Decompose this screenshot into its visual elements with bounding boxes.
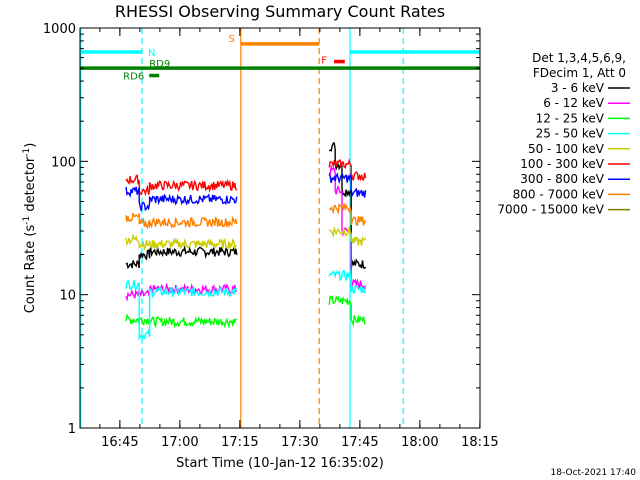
y-axis-label-part3: ) <box>23 143 38 148</box>
legend-label-7000-15000-kev: 7000 - 15000 keV <box>497 203 604 217</box>
x-axis-label: Start Time (10-Jan-12 16:35:02) <box>176 456 384 471</box>
series-line-100-300-kev-3 <box>125 174 238 197</box>
y-tick-label-100: 100 <box>51 155 76 170</box>
legend-label-100-300-kev: 100 - 300 keV <box>520 157 604 171</box>
chart-title: RHESSI Observing Summary Count Rates <box>115 2 445 21</box>
x-tick-label-18-00: 18:00 <box>401 435 438 450</box>
series-line-50-100-kev-5 <box>328 225 367 246</box>
flag-label-rd6: RD6 <box>123 72 144 83</box>
legend-label-800-7000-kev: 800 - 7000 keV <box>513 187 605 201</box>
y-tick-label-1: 1 <box>68 422 76 437</box>
series-line-50-100-kev-3 <box>125 233 238 252</box>
x-tick-label-17-45: 17:45 <box>341 435 378 450</box>
series-line-25-50-kev-5 <box>328 268 367 294</box>
legend-header-2: FDecim 1, Att 0 <box>533 66 626 80</box>
flag-label-f: F <box>321 56 327 67</box>
series-line-12-25-kev-2 <box>125 313 238 329</box>
series-line-6-12-kev-6 <box>328 164 367 291</box>
series-line-25-50-kev-3 <box>125 279 238 342</box>
series-line-800-7000-kev-3 <box>125 212 238 230</box>
x-tick-label-17-30: 17:30 <box>281 435 318 450</box>
plot-frame <box>79 27 481 429</box>
x-tick-label-17-00: 17:00 <box>161 435 198 450</box>
flag-label-s: S <box>228 34 234 45</box>
axes-layer: 16:45 17:00 17:15 17:30 17:45 18:00 18:15 1 10 10… <box>43 22 499 450</box>
y-axis-label-part1: Count Rate (s <box>23 225 38 314</box>
legend-label-25-50-kev: 25 - 50 keV <box>536 127 605 141</box>
series-line-100-300-kev-5 <box>328 158 367 182</box>
x-tick-label-17-15: 17:15 <box>221 435 258 450</box>
x-tick-label-18-15: 18:15 <box>461 435 498 450</box>
series-line-3-6-kev-7 <box>328 142 367 269</box>
data-layer: N S F RD9 RD6 <box>80 28 480 428</box>
y-tick-label-10: 10 <box>59 289 76 304</box>
x-tick-label-16-45: 16:45 <box>101 435 138 450</box>
legend-label-6-12-kev: 6 - 12 keV <box>543 96 605 110</box>
legend-label-12-25-kev: 12 - 25 keV <box>536 111 605 125</box>
y-axis-label-part2: detector <box>23 156 38 216</box>
y-tick-label-1000: 1000 <box>43 22 76 37</box>
legend-label-50-100-kev: 50 - 100 keV <box>528 142 605 156</box>
series-line-800-7000-kev-5 <box>328 202 367 227</box>
y-axis-label: Count Rate (s-1 detector-1) <box>22 143 38 314</box>
legend-header-1: Det 1,3,4,5,6,9, <box>532 51 626 65</box>
flag-label-rd9: RD9 <box>149 59 170 70</box>
footer-timestamp: 18-Oct-2021 17:40 <box>551 468 637 478</box>
legend-label-300-800-kev: 300 - 800 keV <box>520 172 604 186</box>
series-line-3-6-kev-3 <box>125 244 238 270</box>
y-axis-label-sup2: -1 <box>22 148 32 157</box>
flag-label-n: N <box>148 48 155 59</box>
series-line-300-800-kev-5 <box>328 172 367 198</box>
series-line-300-800-kev-3 <box>125 186 238 212</box>
series-line-12-25-kev-4 <box>328 294 366 327</box>
y-axis-label-sup1: -1 <box>22 216 32 225</box>
legend-label-3-6-kev: 3 - 6 keV <box>551 81 605 95</box>
